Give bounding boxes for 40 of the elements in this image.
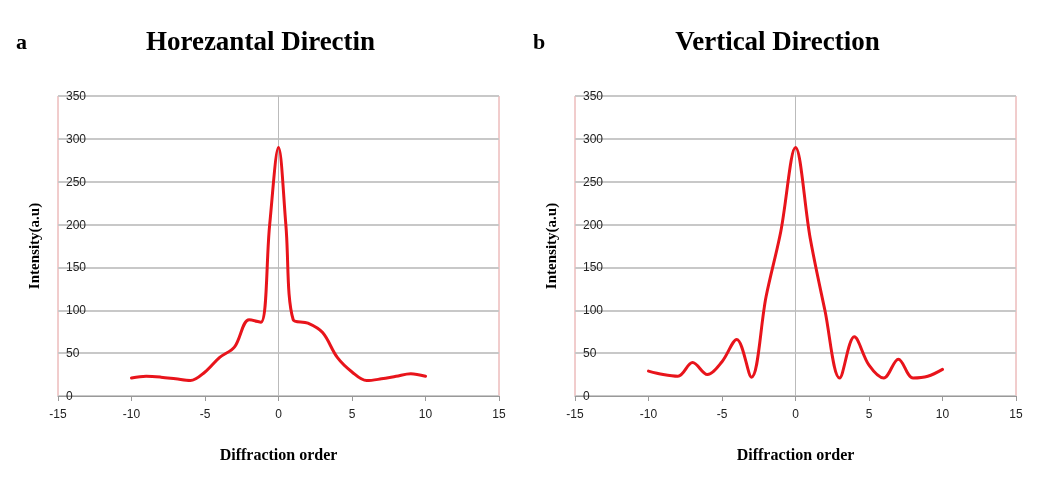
x-axis-title: Diffraction order [219, 445, 338, 463]
x-tick-label: 5 [348, 407, 356, 421]
x-tick-label: -15 [49, 407, 67, 421]
x-tick-label: -5 [716, 407, 728, 421]
line-series [647, 145, 944, 380]
x-tick-label: 5 [865, 407, 873, 421]
x-axis-title: Diffraction order [736, 445, 855, 463]
y-tick-label: 350 [583, 89, 604, 103]
chart-title: Vertical Direction [675, 25, 880, 56]
text: a [16, 28, 27, 54]
y-tick-label: 50 [583, 346, 597, 361]
y-axis-title: Intensity(a.u) [25, 202, 43, 290]
x-tick-label: 0 [275, 407, 283, 421]
x-tick-label: 10 [935, 407, 950, 421]
y-tick-label: 0 [583, 389, 590, 403]
y-tick-label: 300 [66, 131, 87, 146]
x-tick-label: -15 [566, 407, 584, 421]
y-tick-label: 150 [66, 260, 87, 275]
y-tick-label: 50 [66, 346, 80, 361]
y-axis-title: Intensity(a.u) [542, 202, 560, 290]
y-tick-label: 100 [66, 303, 87, 318]
x-tick-label: -5 [199, 407, 211, 421]
text: b [533, 28, 546, 54]
x-tick-label: 15 [492, 407, 506, 421]
y-tick-label: 200 [583, 217, 604, 232]
y-tick-label: 250 [583, 174, 604, 189]
y-tick-label: 350 [66, 89, 87, 103]
x-tick-label: -10 [639, 407, 658, 421]
chart-title: Horezantal Directin [145, 25, 376, 56]
x-tick-label: 15 [1009, 407, 1023, 421]
x-tick-label: 0 [792, 407, 800, 421]
y-tick-label: 200 [66, 217, 87, 232]
y-tick-label: 0 [66, 389, 73, 403]
y-tick-label: 250 [66, 174, 87, 189]
y-tick-label: 300 [583, 131, 604, 146]
x-tick-label: -10 [122, 407, 141, 421]
line-series [130, 145, 427, 383]
y-tick-label: 100 [583, 303, 604, 318]
y-tick-label: 150 [583, 260, 604, 275]
x-tick-label: 10 [418, 407, 433, 421]
